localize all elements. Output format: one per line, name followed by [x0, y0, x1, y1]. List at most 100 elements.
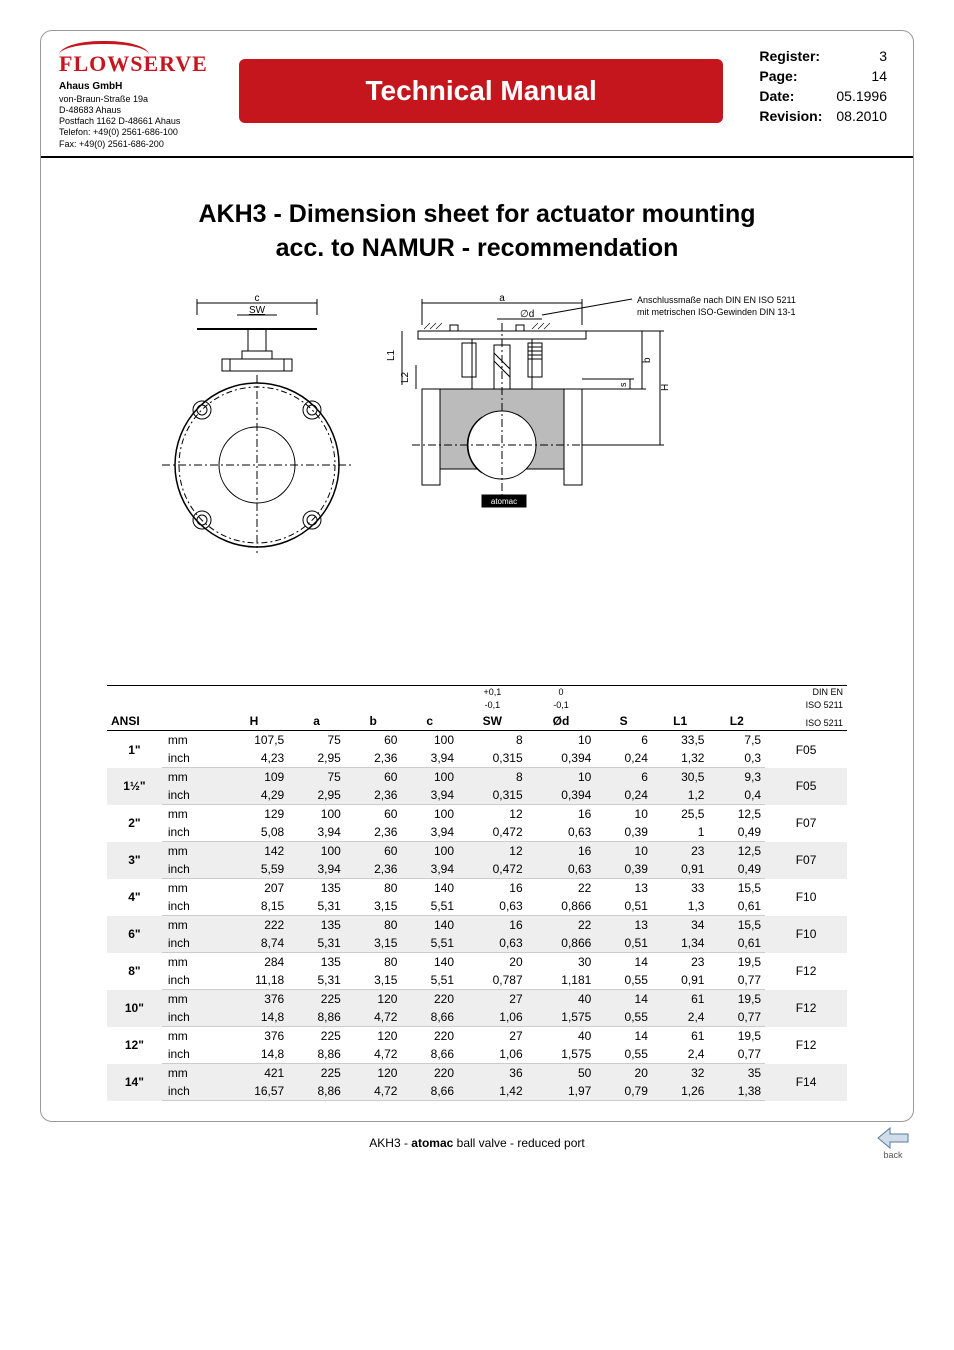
value-cell: 20	[458, 953, 527, 972]
value-cell: 1,06	[458, 1008, 527, 1027]
value-cell: 100	[401, 731, 458, 750]
dim-l1-label: L1	[386, 350, 397, 362]
diagram-note-1: Anschlussmaße nach DIN EN ISO 5211	[637, 295, 796, 305]
value-cell: 5,31	[288, 934, 345, 953]
value-cell: 2,36	[345, 823, 402, 842]
th-od-tol-top: 0	[527, 686, 596, 700]
value-cell: 225	[288, 1027, 345, 1046]
value-cell: 0,315	[458, 786, 527, 805]
value-cell: 12,5	[708, 805, 765, 824]
footer-brand: atomac	[411, 1136, 453, 1150]
th-a: a	[288, 686, 345, 731]
value-cell: 14	[595, 953, 652, 972]
value-cell: 60	[345, 805, 402, 824]
value-cell: 1,42	[458, 1082, 527, 1101]
value-cell: 284	[220, 953, 289, 972]
value-cell: 2,95	[288, 749, 345, 768]
value-cell: 30	[527, 953, 596, 972]
value-cell: 376	[220, 1027, 289, 1046]
value-cell: 10	[595, 805, 652, 824]
unit-cell: mm	[162, 731, 220, 750]
value-cell: 6	[595, 768, 652, 787]
value-cell: 0,55	[595, 1045, 652, 1064]
footer-prefix: AKH3 -	[369, 1136, 411, 1150]
th-sw-tol-top: +0,1	[458, 686, 527, 700]
value-cell: 222	[220, 916, 289, 935]
value-cell: 0,866	[527, 934, 596, 953]
value-cell: 220	[401, 990, 458, 1009]
unit-cell: inch	[162, 1082, 220, 1101]
value-cell: 0,61	[708, 897, 765, 916]
value-cell: 8,86	[288, 1082, 345, 1101]
unit-cell: mm	[162, 879, 220, 898]
value-cell: 120	[345, 990, 402, 1009]
size-cell: 2"	[107, 805, 162, 842]
logo-column: FLOWSERVE Ahaus GmbH von-Braun-Straße 19…	[59, 41, 229, 150]
dim-s-label: s	[618, 382, 628, 387]
value-cell: 80	[345, 953, 402, 972]
value-cell: 30,5	[652, 768, 709, 787]
unit-cell: mm	[162, 990, 220, 1009]
value-cell: 0,39	[595, 823, 652, 842]
value-cell: 1,575	[527, 1008, 596, 1027]
value-cell: 0,77	[708, 1045, 765, 1064]
addr-3: Telefon: +49(0) 2561-686-100	[59, 127, 178, 137]
footer-suffix: ball valve - reduced port	[453, 1136, 584, 1150]
value-cell: 33,5	[652, 731, 709, 750]
th-sw: SW	[458, 712, 527, 731]
value-cell: 421	[220, 1064, 289, 1083]
value-cell: 22	[527, 916, 596, 935]
unit-cell: inch	[162, 860, 220, 879]
header: FLOWSERVE Ahaus GmbH von-Braun-Straße 19…	[41, 31, 913, 158]
value-cell: 50	[527, 1064, 596, 1083]
value-cell: 220	[401, 1064, 458, 1083]
value-cell: 1,575	[527, 1045, 596, 1064]
value-cell: 0,77	[708, 1008, 765, 1027]
unit-cell: inch	[162, 786, 220, 805]
value-cell: 0,4	[708, 786, 765, 805]
value-cell: 61	[652, 1027, 709, 1046]
meta-date-value: 05.1996	[830, 87, 893, 105]
value-cell: 8,15	[220, 897, 289, 916]
value-cell: 0,39	[595, 860, 652, 879]
value-cell: 1	[652, 823, 709, 842]
size-cell: 12"	[107, 1027, 162, 1064]
th-iso-bot: ISO 5211	[765, 712, 847, 731]
dim-h-label: H	[660, 384, 671, 391]
value-cell: 75	[288, 731, 345, 750]
addr-0: von-Braun-Straße 19a	[59, 94, 148, 104]
value-cell: 27	[458, 990, 527, 1009]
value-cell: 16	[527, 842, 596, 861]
value-cell: 100	[401, 842, 458, 861]
value-cell: 14,8	[220, 1008, 289, 1027]
back-button[interactable]: back	[872, 1126, 914, 1160]
value-cell: 2,36	[345, 786, 402, 805]
size-cell: 6"	[107, 916, 162, 953]
value-cell: 140	[401, 953, 458, 972]
value-cell: 4,72	[345, 1008, 402, 1027]
value-cell: 61	[652, 990, 709, 1009]
value-cell: 220	[401, 1027, 458, 1046]
value-cell: 100	[401, 768, 458, 787]
value-cell: 19,5	[708, 990, 765, 1009]
value-cell: 5,51	[401, 934, 458, 953]
value-cell: 13	[595, 879, 652, 898]
iso-cell: F10	[765, 916, 847, 953]
th-sw-tol-bot: -0,1	[458, 699, 527, 712]
iso-cell: F10	[765, 879, 847, 916]
diagram-brand: atomac	[491, 497, 517, 506]
addr-1: D-48683 Ahaus	[59, 105, 121, 115]
title-banner: Technical Manual	[239, 59, 723, 123]
value-cell: 80	[345, 879, 402, 898]
value-cell: 12	[458, 805, 527, 824]
size-cell: 1"	[107, 731, 162, 768]
title-line-1: AKH3 - Dimension sheet for actuator moun…	[199, 200, 756, 228]
th-od-tol-bot: -0,1	[527, 699, 596, 712]
iso-cell: F12	[765, 953, 847, 990]
value-cell: 10	[527, 731, 596, 750]
value-cell: 3,15	[345, 934, 402, 953]
th-iso-mid: ISO 5211	[765, 699, 847, 712]
th-od: Ød	[527, 712, 596, 731]
dim-a-label: a	[499, 295, 505, 304]
unit-cell: mm	[162, 953, 220, 972]
